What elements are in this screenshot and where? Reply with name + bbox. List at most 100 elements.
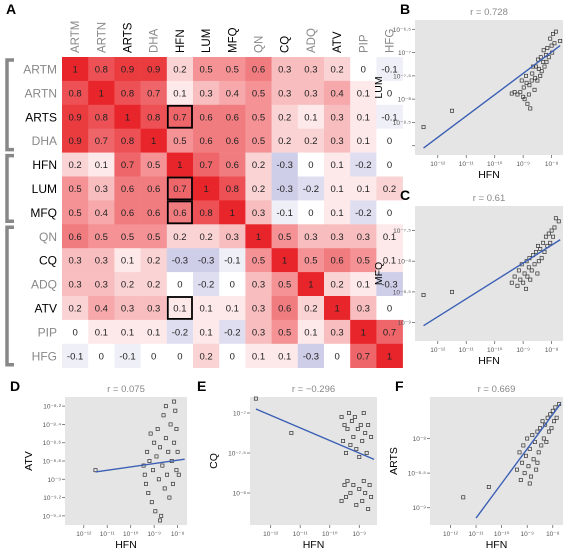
heatmap-cell xyxy=(219,80,246,106)
heatmap-row-label: HFG xyxy=(32,349,57,363)
heatmap-cell-value: -0.2 xyxy=(355,208,371,219)
scatter-point xyxy=(156,477,161,482)
y-tick-label: 10⁻⁷·⁵ xyxy=(393,228,411,235)
heatmap-cell xyxy=(114,248,141,273)
heatmap-cell-value: 0.6 xyxy=(199,136,212,147)
heatmap-cell xyxy=(297,57,325,82)
heatmap-cell xyxy=(245,200,272,225)
scatter-point xyxy=(545,415,550,420)
heatmap-cell-value: 1 xyxy=(203,184,208,195)
scatter-point xyxy=(519,78,524,83)
y-tick-label: 10⁻⁹·⁴ xyxy=(43,513,62,520)
heatmap-cell-value: 0.3 xyxy=(95,256,108,267)
scatter-point xyxy=(158,518,162,523)
heatmap-cell xyxy=(350,176,377,201)
plot-background xyxy=(415,20,563,155)
heatmap-cell-value: -0.3 xyxy=(303,351,319,362)
heatmap-cell xyxy=(114,343,141,368)
heatmap-cell xyxy=(376,128,403,153)
heatmap-cell-value: -0.1 xyxy=(119,351,135,362)
heatmap-cell-value: 0.2 xyxy=(304,303,317,314)
x-tick-label: 10⁻¹¹ xyxy=(293,531,309,538)
heatmap-cell xyxy=(219,128,246,153)
heatmap-cell xyxy=(193,176,220,201)
heatmap-cell xyxy=(114,152,141,177)
scatter-point xyxy=(524,286,528,291)
scatter-point xyxy=(146,491,151,495)
heatmap-cell-value: 0 xyxy=(308,208,313,219)
heatmap-cell xyxy=(219,57,246,82)
y-axis-label: LUM xyxy=(373,76,385,98)
scatter-point xyxy=(541,48,546,53)
heatmap-cell xyxy=(193,248,220,273)
panel-letter-b: B xyxy=(400,1,410,17)
heatmap-cell-value: 0.3 xyxy=(278,88,291,99)
scatter-point xyxy=(357,455,362,459)
scatter-point xyxy=(556,219,561,224)
heatmap-cell-value: 0.7 xyxy=(173,112,186,123)
scatter-point xyxy=(348,443,353,447)
heatmap-cell xyxy=(245,104,272,129)
heatmap-cell-value: 0.1 xyxy=(121,327,134,338)
x-axis-label: HFN xyxy=(486,539,508,551)
y-tick-label: 10⁻⁸ xyxy=(398,97,412,104)
x-tick-label: 10⁻⁹ xyxy=(516,161,530,168)
heatmap-cell-value: 1 xyxy=(334,303,339,314)
x-tick-label: 10⁻⁹ xyxy=(147,531,161,538)
scatter-point xyxy=(544,59,549,64)
heatmap-cell xyxy=(297,319,325,345)
scatter-point xyxy=(517,450,522,455)
heatmap-cell xyxy=(324,224,351,249)
heatmap-cell-value: -0.1 xyxy=(381,112,397,123)
heatmap-cell-value: 0.1 xyxy=(357,136,370,147)
heatmap-highlight-box xyxy=(166,104,193,129)
heatmap-cell-value: 0.2 xyxy=(278,112,291,123)
heatmap-cell-value: 0 xyxy=(387,208,392,219)
heatmap-cell-value: 0.7 xyxy=(173,184,186,195)
heatmap-cell-value: 0.8 xyxy=(121,88,134,99)
heatmap-cell-value: 0.9 xyxy=(121,64,134,75)
heatmap-cell xyxy=(140,296,168,321)
heatmap-cell-value: 0.1 xyxy=(173,88,186,99)
scatter-point xyxy=(158,445,162,450)
heatmap-cell xyxy=(114,272,141,297)
heatmap-cell-value: 0.5 xyxy=(95,232,108,243)
heatmap-cell-value: 0.6 xyxy=(199,112,212,123)
heatmap-cell xyxy=(324,296,351,321)
heatmap-cell xyxy=(193,80,220,106)
scatter-point xyxy=(175,449,180,454)
heatmap-cell-value: 0.6 xyxy=(121,184,134,195)
heatmap-cell xyxy=(376,296,403,321)
heatmap-col-label: MFQ xyxy=(227,27,239,53)
y-tick-label: 10⁻⁸·⁵ xyxy=(408,471,427,478)
scatter-point xyxy=(369,495,374,499)
heatmap-highlight-box xyxy=(166,176,193,201)
scatter-point xyxy=(543,234,548,239)
heatmap-cell-value: -0.1 xyxy=(381,64,397,75)
scatter-point xyxy=(546,429,551,434)
heatmap-cell-value: 0.2 xyxy=(199,351,212,362)
scatter-point xyxy=(532,87,537,92)
heatmap-row-label: ADQ xyxy=(31,278,57,292)
scatter-point xyxy=(554,415,559,420)
heatmap-cell xyxy=(193,343,220,368)
heatmap-cell xyxy=(219,152,246,177)
heatmap-cell-value: 0.5 xyxy=(199,64,212,75)
x-axis-label: HFN xyxy=(303,539,325,551)
heatmap-cell xyxy=(62,272,89,297)
x-axis-label: HFN xyxy=(478,169,500,181)
heatmap-cell-value: 0 xyxy=(177,280,182,291)
scatter-point xyxy=(515,467,519,472)
scatter-point xyxy=(531,457,536,462)
heatmap-cell-value: 0.1 xyxy=(330,160,343,171)
heatmap-cell xyxy=(324,176,351,201)
heatmap-cell xyxy=(350,80,377,106)
heatmap-cell-value: 0.3 xyxy=(68,256,81,267)
heatmap-cell xyxy=(350,57,377,82)
heatmap-cell-value: 0.2 xyxy=(383,184,396,195)
heatmap-cell xyxy=(245,80,272,106)
scatter-point xyxy=(360,439,365,443)
